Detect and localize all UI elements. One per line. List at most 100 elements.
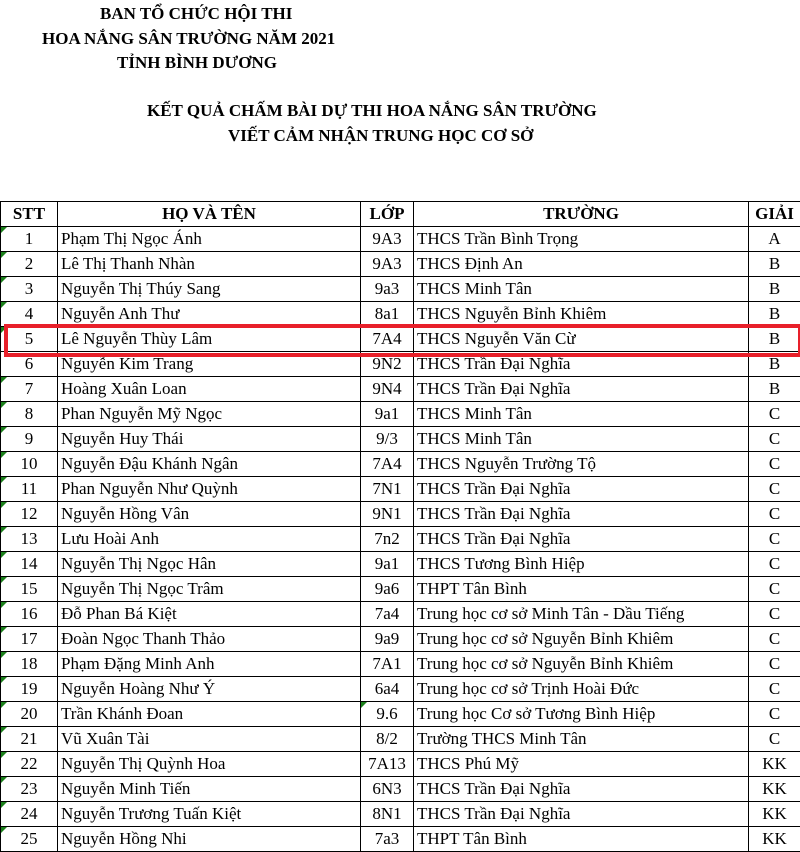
stt-cell[interactable]: 17	[1, 627, 58, 652]
school-cell[interactable]: THCS Minh Tân	[414, 402, 749, 427]
prize-cell[interactable]: C	[749, 727, 800, 752]
stt-cell[interactable]: 14	[1, 552, 58, 577]
prize-cell[interactable]: B	[749, 352, 800, 377]
school-cell[interactable]: THCS Trần Đại Nghĩa	[414, 352, 749, 377]
name-cell[interactable]: Nguyễn Đậu Khánh Ngân	[58, 452, 361, 477]
class-cell[interactable]: 9a3	[361, 277, 414, 302]
class-cell[interactable]: 7a4	[361, 602, 414, 627]
class-cell[interactable]: 9N2	[361, 352, 414, 377]
prize-cell[interactable]: B	[749, 302, 800, 327]
prize-cell[interactable]: C	[749, 452, 800, 477]
school-cell[interactable]: THCS Nguyễn Trường Tộ	[414, 452, 749, 477]
stt-cell[interactable]: 13	[1, 527, 58, 552]
prize-cell[interactable]: C	[749, 602, 800, 627]
stt-cell[interactable]: 20	[1, 702, 58, 727]
name-cell[interactable]: Lưu Hoài Anh	[58, 527, 361, 552]
name-cell[interactable]: Phạm Đặng Minh Anh	[58, 652, 361, 677]
stt-cell[interactable]: 12	[1, 502, 58, 527]
stt-cell[interactable]: 25	[1, 827, 58, 852]
prize-cell[interactable]: C	[749, 677, 800, 702]
stt-cell[interactable]: 10	[1, 452, 58, 477]
stt-cell[interactable]: 2	[1, 252, 58, 277]
name-cell[interactable]: Nguyễn Hoàng Như Ý	[58, 677, 361, 702]
class-cell[interactable]: 7n2	[361, 527, 414, 552]
class-cell[interactable]: 7A4	[361, 327, 414, 352]
stt-cell[interactable]: 7	[1, 377, 58, 402]
school-cell[interactable]: THCS Trần Bình Trọng	[414, 227, 749, 252]
name-cell[interactable]: Nguyễn Thị Thúy Sang	[58, 277, 361, 302]
prize-cell[interactable]: B	[749, 277, 800, 302]
school-cell[interactable]: Trung học cơ sở Minh Tân - Dầu Tiếng	[414, 602, 749, 627]
name-cell[interactable]: Phan Nguyễn Như Quỳnh	[58, 477, 361, 502]
class-cell[interactable]: 7A13	[361, 752, 414, 777]
school-cell[interactable]: THCS Minh Tân	[414, 277, 749, 302]
school-cell[interactable]: THCS Nguyễn Văn Cừ	[414, 327, 749, 352]
prize-cell[interactable]: C	[749, 552, 800, 577]
class-cell[interactable]: 8/2	[361, 727, 414, 752]
name-cell[interactable]: Nguyễn Thị Ngọc Trâm	[58, 577, 361, 602]
class-cell[interactable]: 6N3	[361, 777, 414, 802]
class-cell[interactable]: 8N1	[361, 802, 414, 827]
school-cell[interactable]: THCS Nguyễn Bỉnh Khiêm	[414, 302, 749, 327]
class-cell[interactable]: 9A3	[361, 227, 414, 252]
school-cell[interactable]: THPT Tân Bình	[414, 827, 749, 852]
prize-cell[interactable]: C	[749, 402, 800, 427]
school-cell[interactable]: THCS Tương Bình Hiệp	[414, 552, 749, 577]
name-cell[interactable]: Trần Khánh Đoan	[58, 702, 361, 727]
stt-cell[interactable]: 6	[1, 352, 58, 377]
stt-cell[interactable]: 11	[1, 477, 58, 502]
name-cell[interactable]: Nguyễn Trương Tuấn Kiệt	[58, 802, 361, 827]
stt-cell[interactable]: 9	[1, 427, 58, 452]
stt-cell[interactable]: 18	[1, 652, 58, 677]
stt-cell[interactable]: 24	[1, 802, 58, 827]
class-cell[interactable]: 9N4	[361, 377, 414, 402]
stt-cell[interactable]: 3	[1, 277, 58, 302]
school-cell[interactable]: THPT Tân Bình	[414, 577, 749, 602]
stt-cell[interactable]: 16	[1, 602, 58, 627]
name-cell[interactable]: Nguyễn Kim Trang	[58, 352, 361, 377]
school-cell[interactable]: Trường THCS Minh Tân	[414, 727, 749, 752]
class-cell[interactable]: 8a1	[361, 302, 414, 327]
prize-cell[interactable]: KK	[749, 752, 800, 777]
prize-cell[interactable]: B	[749, 252, 800, 277]
name-cell[interactable]: Phạm Thị Ngọc Ánh	[58, 227, 361, 252]
school-cell[interactable]: THCS Minh Tân	[414, 427, 749, 452]
stt-cell[interactable]: 8	[1, 402, 58, 427]
prize-cell[interactable]: C	[749, 527, 800, 552]
name-cell[interactable]: Lê Nguyễn Thùy Lâm	[58, 327, 361, 352]
prize-cell[interactable]: C	[749, 702, 800, 727]
stt-cell[interactable]: 21	[1, 727, 58, 752]
stt-cell[interactable]: 1	[1, 227, 58, 252]
name-cell[interactable]: Vũ Xuân Tài	[58, 727, 361, 752]
class-cell[interactable]: 9/3	[361, 427, 414, 452]
prize-cell[interactable]: KK	[749, 777, 800, 802]
school-cell[interactable]: THCS Trần Đại Nghĩa	[414, 802, 749, 827]
name-cell[interactable]: Nguyễn Huy Thái	[58, 427, 361, 452]
school-cell[interactable]: THCS Trần Đại Nghĩa	[414, 477, 749, 502]
class-cell[interactable]: 7A4	[361, 452, 414, 477]
stt-cell[interactable]: 5	[1, 327, 58, 352]
class-cell[interactable]: 7A1	[361, 652, 414, 677]
class-cell[interactable]: 9a6	[361, 577, 414, 602]
school-cell[interactable]: Trung học cơ sở Nguyễn Bỉnh Khiêm	[414, 627, 749, 652]
prize-cell[interactable]: KK	[749, 827, 800, 852]
prize-cell[interactable]: C	[749, 477, 800, 502]
name-cell[interactable]: Nguyễn Thị Ngọc Hân	[58, 552, 361, 577]
class-cell[interactable]: 9a1	[361, 402, 414, 427]
stt-cell[interactable]: 15	[1, 577, 58, 602]
name-cell[interactable]: Đoàn Ngọc Thanh Thảo	[58, 627, 361, 652]
school-cell[interactable]: THCS Trần Đại Nghĩa	[414, 527, 749, 552]
class-cell[interactable]: 7N1	[361, 477, 414, 502]
class-cell[interactable]: 9A3	[361, 252, 414, 277]
prize-cell[interactable]: C	[749, 502, 800, 527]
prize-cell[interactable]: B	[749, 327, 800, 352]
stt-cell[interactable]: 22	[1, 752, 58, 777]
school-cell[interactable]: THCS Phú Mỹ	[414, 752, 749, 777]
prize-cell[interactable]: KK	[749, 802, 800, 827]
name-cell[interactable]: Đỗ Phan Bá Kiệt	[58, 602, 361, 627]
prize-cell[interactable]: C	[749, 427, 800, 452]
school-cell[interactable]: Trung học cơ sở Trịnh Hoài Đức	[414, 677, 749, 702]
class-cell[interactable]: 9.6	[361, 702, 414, 727]
prize-cell[interactable]: C	[749, 652, 800, 677]
name-cell[interactable]: Lê Thị Thanh Nhàn	[58, 252, 361, 277]
